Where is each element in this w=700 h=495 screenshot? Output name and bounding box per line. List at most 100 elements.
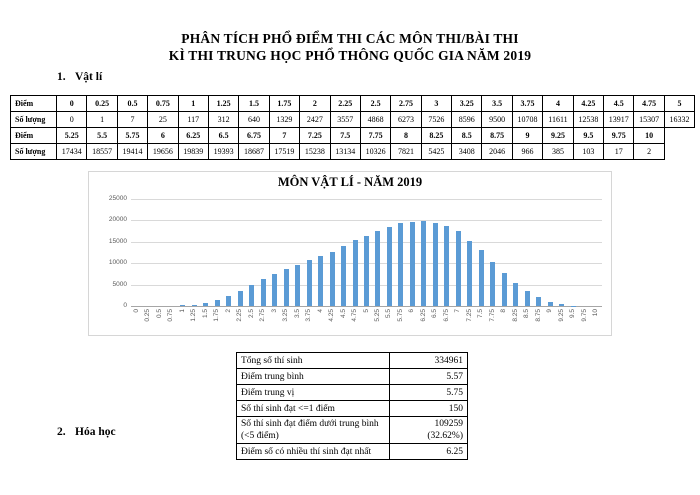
x-tick-label: 10 — [592, 309, 600, 317]
x-tick-label: 4.75 — [351, 309, 358, 322]
chart-bar — [398, 222, 404, 306]
count-cell: 1 — [86, 111, 118, 128]
chart-bar — [295, 265, 301, 306]
score-cell: 1 — [177, 95, 209, 112]
count-cell: 11611 — [542, 111, 574, 128]
x-tick-label: 2.75 — [259, 309, 267, 322]
score-table-part1: Điểm 0 0.25 0.5 0.75 1 1.25 1.5 1.75 2 2.25 2.5 2.75… — [10, 95, 696, 128]
chart-bar — [226, 295, 232, 306]
count-cell: 15238 — [299, 143, 331, 160]
score-cell: 2.25 — [329, 95, 361, 112]
x-tick-label: 0.25 — [144, 309, 152, 322]
count-cell: 18557 — [86, 143, 118, 160]
count-cell: 117 — [177, 111, 209, 128]
section1-number: 1. — [57, 71, 66, 83]
count-cell: 19839 — [177, 143, 209, 160]
score-cell: 3.5 — [481, 95, 513, 112]
score-cell: 0.5 — [116, 95, 149, 112]
score-cell: 6.25 — [177, 127, 209, 144]
score-cell: 1.25 — [207, 95, 240, 112]
chart-bar — [203, 303, 209, 306]
count-cell: 10326 — [359, 143, 392, 160]
count-cell: 17434 — [55, 143, 88, 160]
physics-score-chart: MÔN VẬT LÍ - NĂM 2019 25000 20000 15000 100… — [88, 171, 612, 336]
count-row-label: Số lượng — [10, 143, 57, 160]
x-tick-label: 9.75 — [580, 309, 588, 322]
doc-title-line2: KÌ THI TRUNG HỌC PHỔ THÔNG QUỐC GIA NĂM … — [168, 48, 532, 63]
score-cell: 9.25 — [542, 127, 574, 144]
score-table: Điểm 5.25 5.5 5.75 6 6.25 6.5 6.75 7 7.25 7.5 7.75 8… — [10, 127, 665, 160]
count-cell: 3557 — [329, 111, 361, 128]
x-tick-label: 2.25 — [236, 309, 244, 322]
x-tick-label: 4.25 — [328, 309, 336, 322]
score-cell: 9 — [511, 127, 544, 144]
score-row: Điểm 5.25 5.5 5.75 6 6.25 6.5 6.75 7 7.25 7.5 7.75 8… — [10, 127, 665, 144]
score-cell: 4 — [542, 95, 574, 112]
count-cell: 15307 — [633, 111, 665, 128]
summary-label: Điểm trung bình — [236, 368, 390, 385]
x-tick-label: 9.5 — [569, 309, 577, 319]
summary-value: 334961 — [389, 352, 468, 369]
x-tick-label: 6.5 — [431, 309, 439, 319]
count-cell: 13917 — [603, 111, 635, 128]
chart-bar — [352, 240, 358, 306]
summary-label: Điểm số có nhiều thí sinh đạt nhất — [236, 443, 390, 460]
score-row-label: Điểm — [10, 95, 57, 112]
count-cell: 0 — [55, 111, 88, 128]
score-cell: 1.75 — [268, 95, 301, 112]
count-cell: 7 — [116, 111, 149, 128]
score-cell: 8.25 — [420, 127, 453, 144]
chart-bar — [501, 272, 507, 306]
chart-bar — [421, 221, 427, 306]
summary-label: Điểm trung vị — [236, 384, 390, 401]
score-cell: 2.5 — [359, 95, 392, 112]
score-cell: 8.75 — [481, 127, 513, 144]
x-tick-label: 7.75 — [488, 309, 496, 322]
x-tick-label: 2 — [224, 309, 232, 313]
score-row-label: Điểm — [10, 127, 57, 144]
summary-label: Số thí sinh đạt điểm dưới trung bình (<5… — [236, 416, 390, 444]
chart-bar — [214, 300, 220, 306]
count-cell: 12538 — [572, 111, 605, 128]
score-cell: 9.5 — [572, 127, 605, 144]
score-distribution-table: Điểm 0 0.25 0.5 0.75 1 1.25 1.5 1.75 2 2.25 2.5 2.75… — [10, 95, 696, 160]
score-cell: 8.5 — [451, 127, 483, 144]
summary-row: Tổng số thí sinh 334961 — [236, 352, 468, 369]
score-cell: 3.25 — [451, 95, 483, 112]
section-heading-vat-li: 1. Vật lí — [57, 71, 102, 83]
score-cell: 7 — [268, 127, 301, 144]
section1-label: Vật lí — [75, 71, 103, 83]
count-cell: 312 — [207, 111, 240, 128]
count-cell: 2 — [633, 143, 665, 160]
x-tick-label: 6 — [408, 309, 416, 313]
count-cell: 17 — [603, 143, 635, 160]
summary-value: 6.25 — [389, 443, 468, 460]
x-tick-label: 4 — [316, 309, 324, 313]
summary-value: 109259 (32.62%) — [389, 416, 468, 444]
x-tick-label: 3.75 — [305, 309, 313, 322]
score-cell: 7.25 — [299, 127, 331, 144]
x-tick-label: 9.25 — [557, 309, 565, 322]
score-cell: 6.75 — [238, 127, 270, 144]
score-row: Điểm 0 0.25 0.5 0.75 1 1.25 1.5 1.75 2 2.25 2.5 2.75… — [10, 95, 696, 112]
score-cell: 4.75 — [633, 95, 665, 112]
x-tick-label: 3.25 — [282, 309, 290, 322]
summary-row: Điểm số có nhiều thí sinh đạt nhất 6.25 — [236, 443, 468, 460]
score-cell: 8 — [390, 127, 422, 144]
gridline — [131, 199, 602, 200]
summary-value: 5.57 — [389, 368, 468, 385]
y-tick-label: 20000 — [108, 216, 127, 224]
chart-bar — [283, 269, 289, 306]
y-tick-label: 5000 — [112, 280, 127, 288]
chart-bar — [409, 221, 415, 306]
count-cell: 19393 — [207, 143, 240, 160]
chart-bar — [536, 297, 542, 306]
x-tick-label: 8 — [500, 309, 508, 313]
summary-row: Điểm trung bình 5.57 — [236, 368, 468, 385]
score-cell: 9.75 — [603, 127, 635, 144]
x-tick-label: 5 — [362, 309, 370, 313]
summary-label: Tổng số thí sinh — [236, 352, 390, 369]
x-tick-label: 0.75 — [167, 309, 175, 322]
x-tick-label: 7.5 — [477, 309, 485, 319]
chart-bar — [249, 285, 255, 306]
